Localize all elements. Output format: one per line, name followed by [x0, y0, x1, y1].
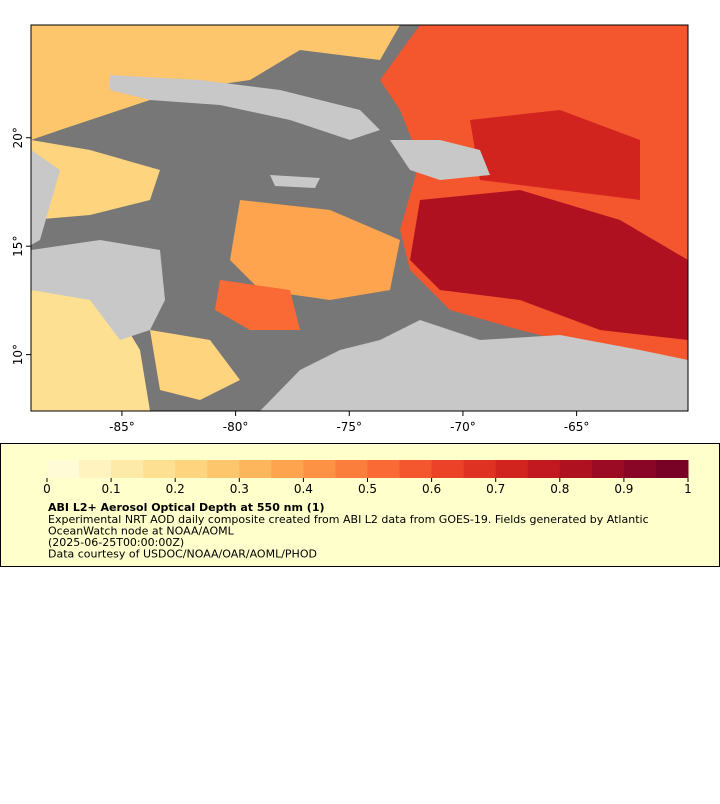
land: [110, 75, 380, 140]
y-tick-label: 15°: [11, 236, 25, 257]
colorbar-swatch: [431, 460, 465, 478]
y-tick-label: 10°: [11, 344, 25, 365]
x-tick-label: -75°: [336, 420, 362, 434]
colorbar-swatch: [623, 460, 657, 478]
colorbar-tick-label: 0.2: [166, 482, 185, 496]
colorbar-swatch: [495, 460, 529, 478]
colorbar-tick-label: 0.8: [550, 482, 569, 496]
colorbar-swatch: [303, 460, 336, 478]
colorbar-swatch: [399, 460, 433, 478]
aod-field: [31, 140, 160, 220]
colorbar-swatch: [591, 460, 625, 478]
aod-field: [150, 330, 240, 400]
colorbar-swatch: [111, 460, 144, 478]
colorbar-tick-label: 1: [684, 482, 692, 496]
colorbar-swatch: [559, 460, 593, 478]
colorbar-tick-label: 0.7: [486, 482, 505, 496]
aod-field: [470, 110, 640, 200]
map-frame: [30, 24, 689, 412]
colorbar-swatch: [239, 460, 272, 478]
colorbar-swatch: [207, 460, 240, 478]
legend-text: Data courtesy of USDOC/NOAA/OAR/AOML/PHO…: [48, 548, 317, 561]
colorbar-swatch: [463, 460, 497, 478]
land: [31, 240, 165, 340]
legend-title: ABI L2+ Aerosol Optical Depth at 550 nm …: [48, 501, 325, 514]
x-tick-label: -65°: [564, 420, 590, 434]
land: [31, 150, 60, 245]
colorbar-tick-label: 0.3: [230, 482, 249, 496]
colorbar-swatch: [143, 460, 176, 478]
aod-field: [410, 190, 688, 340]
colorbar-tick-label: 0.1: [102, 482, 121, 496]
x-tick-label: -70°: [450, 420, 476, 434]
colorbar-tick-label: 0.5: [358, 482, 377, 496]
colorbar-swatch: [271, 460, 304, 478]
x-tick-label: -80°: [223, 420, 249, 434]
legend-text: OceanWatch node at NOAA/AOML: [48, 525, 235, 538]
colorbar-swatch: [335, 460, 368, 478]
x-tick-label: -85°: [109, 420, 135, 434]
aod-field: [230, 200, 400, 300]
legend-text: (2025-06-25T00:00:00Z): [48, 536, 184, 549]
land: [270, 175, 320, 188]
aod-field: [215, 280, 300, 330]
colorbar-swatch: [655, 460, 689, 478]
land: [390, 140, 490, 180]
colorbar-swatch: [79, 460, 112, 478]
colorbar-swatch: [367, 460, 401, 478]
colorbar-swatch: [175, 460, 208, 478]
map-area: [31, 25, 688, 411]
land: [260, 320, 688, 411]
colorbar-tick-label: 0.6: [422, 482, 441, 496]
colorbar-tick-label: 0: [43, 482, 51, 496]
colorbar-tick-label: 0.4: [294, 482, 313, 496]
legend-text: Experimental NRT AOD daily composite cre…: [48, 513, 649, 526]
colorbar-swatch: [47, 460, 80, 478]
colorbar-swatch: [527, 460, 561, 478]
colorbar-tick-label: 0.9: [614, 482, 633, 496]
y-tick-label: 20°: [11, 127, 25, 148]
